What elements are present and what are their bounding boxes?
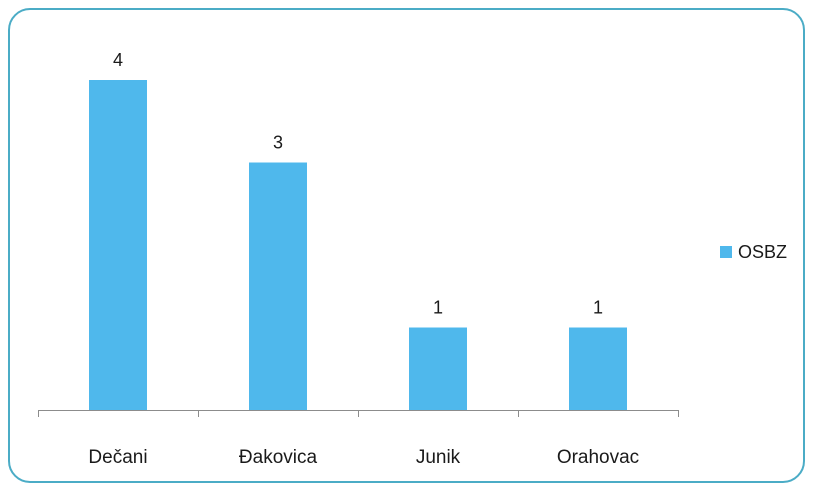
bar-0 <box>89 80 147 410</box>
x-tick-label-1: Đakovica <box>239 447 318 468</box>
bars-group <box>89 80 627 410</box>
legend-label: OSBZ <box>738 242 787 262</box>
x-tick-label-0: Dečani <box>88 447 147 468</box>
data-label-2: 1 <box>433 298 443 318</box>
x-tick-label-3: Orahovac <box>557 447 639 468</box>
data-labels-group: 4 3 1 1 <box>113 50 603 318</box>
bar-3 <box>569 327 627 410</box>
data-label-3: 1 <box>593 298 603 318</box>
x-tick-label-2: Junik <box>416 447 461 468</box>
x-tick-labels-group: Dečani Đakovica Junik Orahovac <box>88 447 639 468</box>
bar-2 <box>409 327 467 410</box>
data-label-0: 4 <box>113 50 123 70</box>
legend-swatch <box>720 246 732 258</box>
data-label-1: 3 <box>273 133 283 153</box>
bar-1 <box>249 162 307 410</box>
x-ticks-group <box>38 410 679 417</box>
legend: OSBZ <box>720 242 787 262</box>
